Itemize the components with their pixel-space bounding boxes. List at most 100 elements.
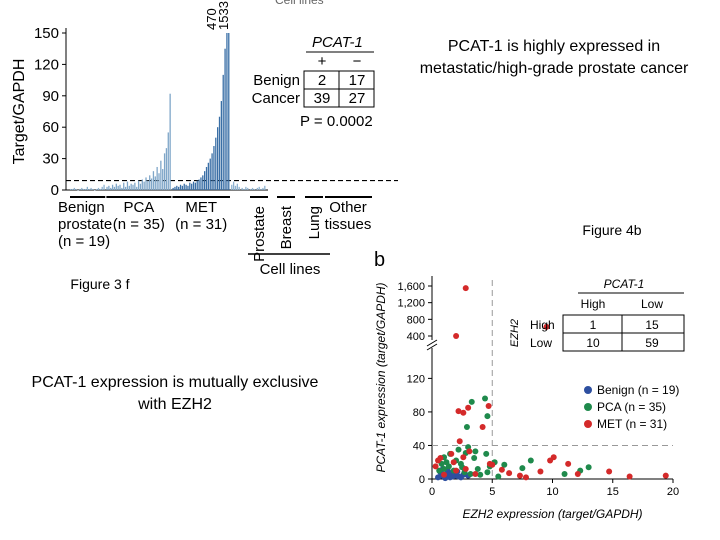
bar [121,187,123,190]
bar [241,187,243,190]
y-tick-label: 1,200 [397,298,425,310]
scatter-point [606,468,613,475]
caption-figure-3f: Figure 3 f [70,276,130,292]
bar [174,186,176,190]
bar [213,146,215,190]
bar [141,179,143,190]
x-axis-label: EZH2 expression (target/GAPDH) [462,507,642,521]
bar [75,188,77,190]
scatter-point [479,424,486,431]
scatter-point [465,404,472,411]
inset-cell: 17 [349,72,366,89]
inset-cell: 15 [645,318,659,332]
scatter-point [472,470,479,477]
y-tick-label: 90 [42,88,59,105]
x-tick-label: 10 [546,486,558,498]
bar [247,187,249,190]
bar [149,175,151,190]
scatter-point [574,470,581,477]
scatter-point [460,409,467,416]
inset-row-label: High [530,318,555,332]
inset-cell: 27 [349,90,366,107]
bar [176,185,178,190]
bar [220,101,223,190]
scatter-point [486,460,493,467]
y-tick-label: 400 [407,331,425,343]
scatter-point [455,446,462,453]
scatter-point [457,460,464,467]
scatter-point [484,469,491,476]
scatter-point [472,448,479,455]
bar [152,171,155,190]
scatter-point [466,448,473,455]
inset-cell: 1 [590,318,597,332]
bar [143,181,145,190]
scatter-point [432,463,439,470]
scatter-point [662,472,669,479]
bar [228,33,230,190]
bar [236,183,238,190]
figure-4b-scatter-chart: b 0 5 10 15 20 0 40 80 120 400 800 1,200 1,600 EZH2 ex… [374,249,685,521]
bar [215,137,217,190]
bar [262,187,264,190]
bar [158,173,160,190]
scatter-point [455,408,462,415]
scatter-point [457,474,464,481]
bar [117,185,119,190]
x-tick-label: 0 [429,486,435,498]
y-tick-label: 1,600 [397,281,425,293]
bar [232,181,235,190]
scatter-point [467,470,474,477]
bar [165,148,168,190]
group-label: tissues [325,216,372,233]
bar [99,188,101,190]
bar [169,93,171,190]
scatter-point [522,474,529,481]
bar [160,160,162,190]
bar [147,180,149,190]
scatter-point [626,473,633,480]
bar [192,181,195,190]
bar [226,33,228,190]
bar [86,186,89,190]
group-label: Lung [306,206,323,239]
scatter-point [516,472,523,479]
bar [231,184,233,190]
scatter-point [448,450,455,457]
bar [134,182,136,190]
y-tick-label: 0 [419,474,425,486]
bar [245,186,247,190]
bar [70,188,72,190]
bar [81,187,83,190]
scatter-point [441,471,448,478]
bar [110,187,112,190]
x-tick-label: 5 [489,486,495,498]
bar [217,127,219,190]
bar [79,188,81,190]
bar [258,186,260,190]
group-label: Benign [58,199,105,216]
top-cut-text: Cell lines [275,0,324,7]
inset-title: PCAT-1 [604,277,645,291]
bar [113,186,116,190]
panel-letter: b [374,249,385,271]
bar [202,175,204,190]
y-tick-label: 120 [407,373,425,385]
y-tick-label: 30 [42,151,59,168]
bar [137,180,140,190]
inset-row-header: EZH2 [509,319,521,347]
bar [260,188,262,190]
scatter-point [506,470,513,477]
scatter-point [485,403,492,410]
bar [90,187,92,190]
y-tick-label: 0 [51,182,59,199]
bar [264,185,266,190]
y-tick-label: 60 [42,119,59,136]
scatter-point [495,473,502,480]
inset-col-label: + [318,53,327,70]
bar [126,181,129,190]
y-tick-label: 150 [34,25,59,42]
scatter-point [477,471,484,478]
bar [106,186,108,190]
bar [196,180,198,190]
